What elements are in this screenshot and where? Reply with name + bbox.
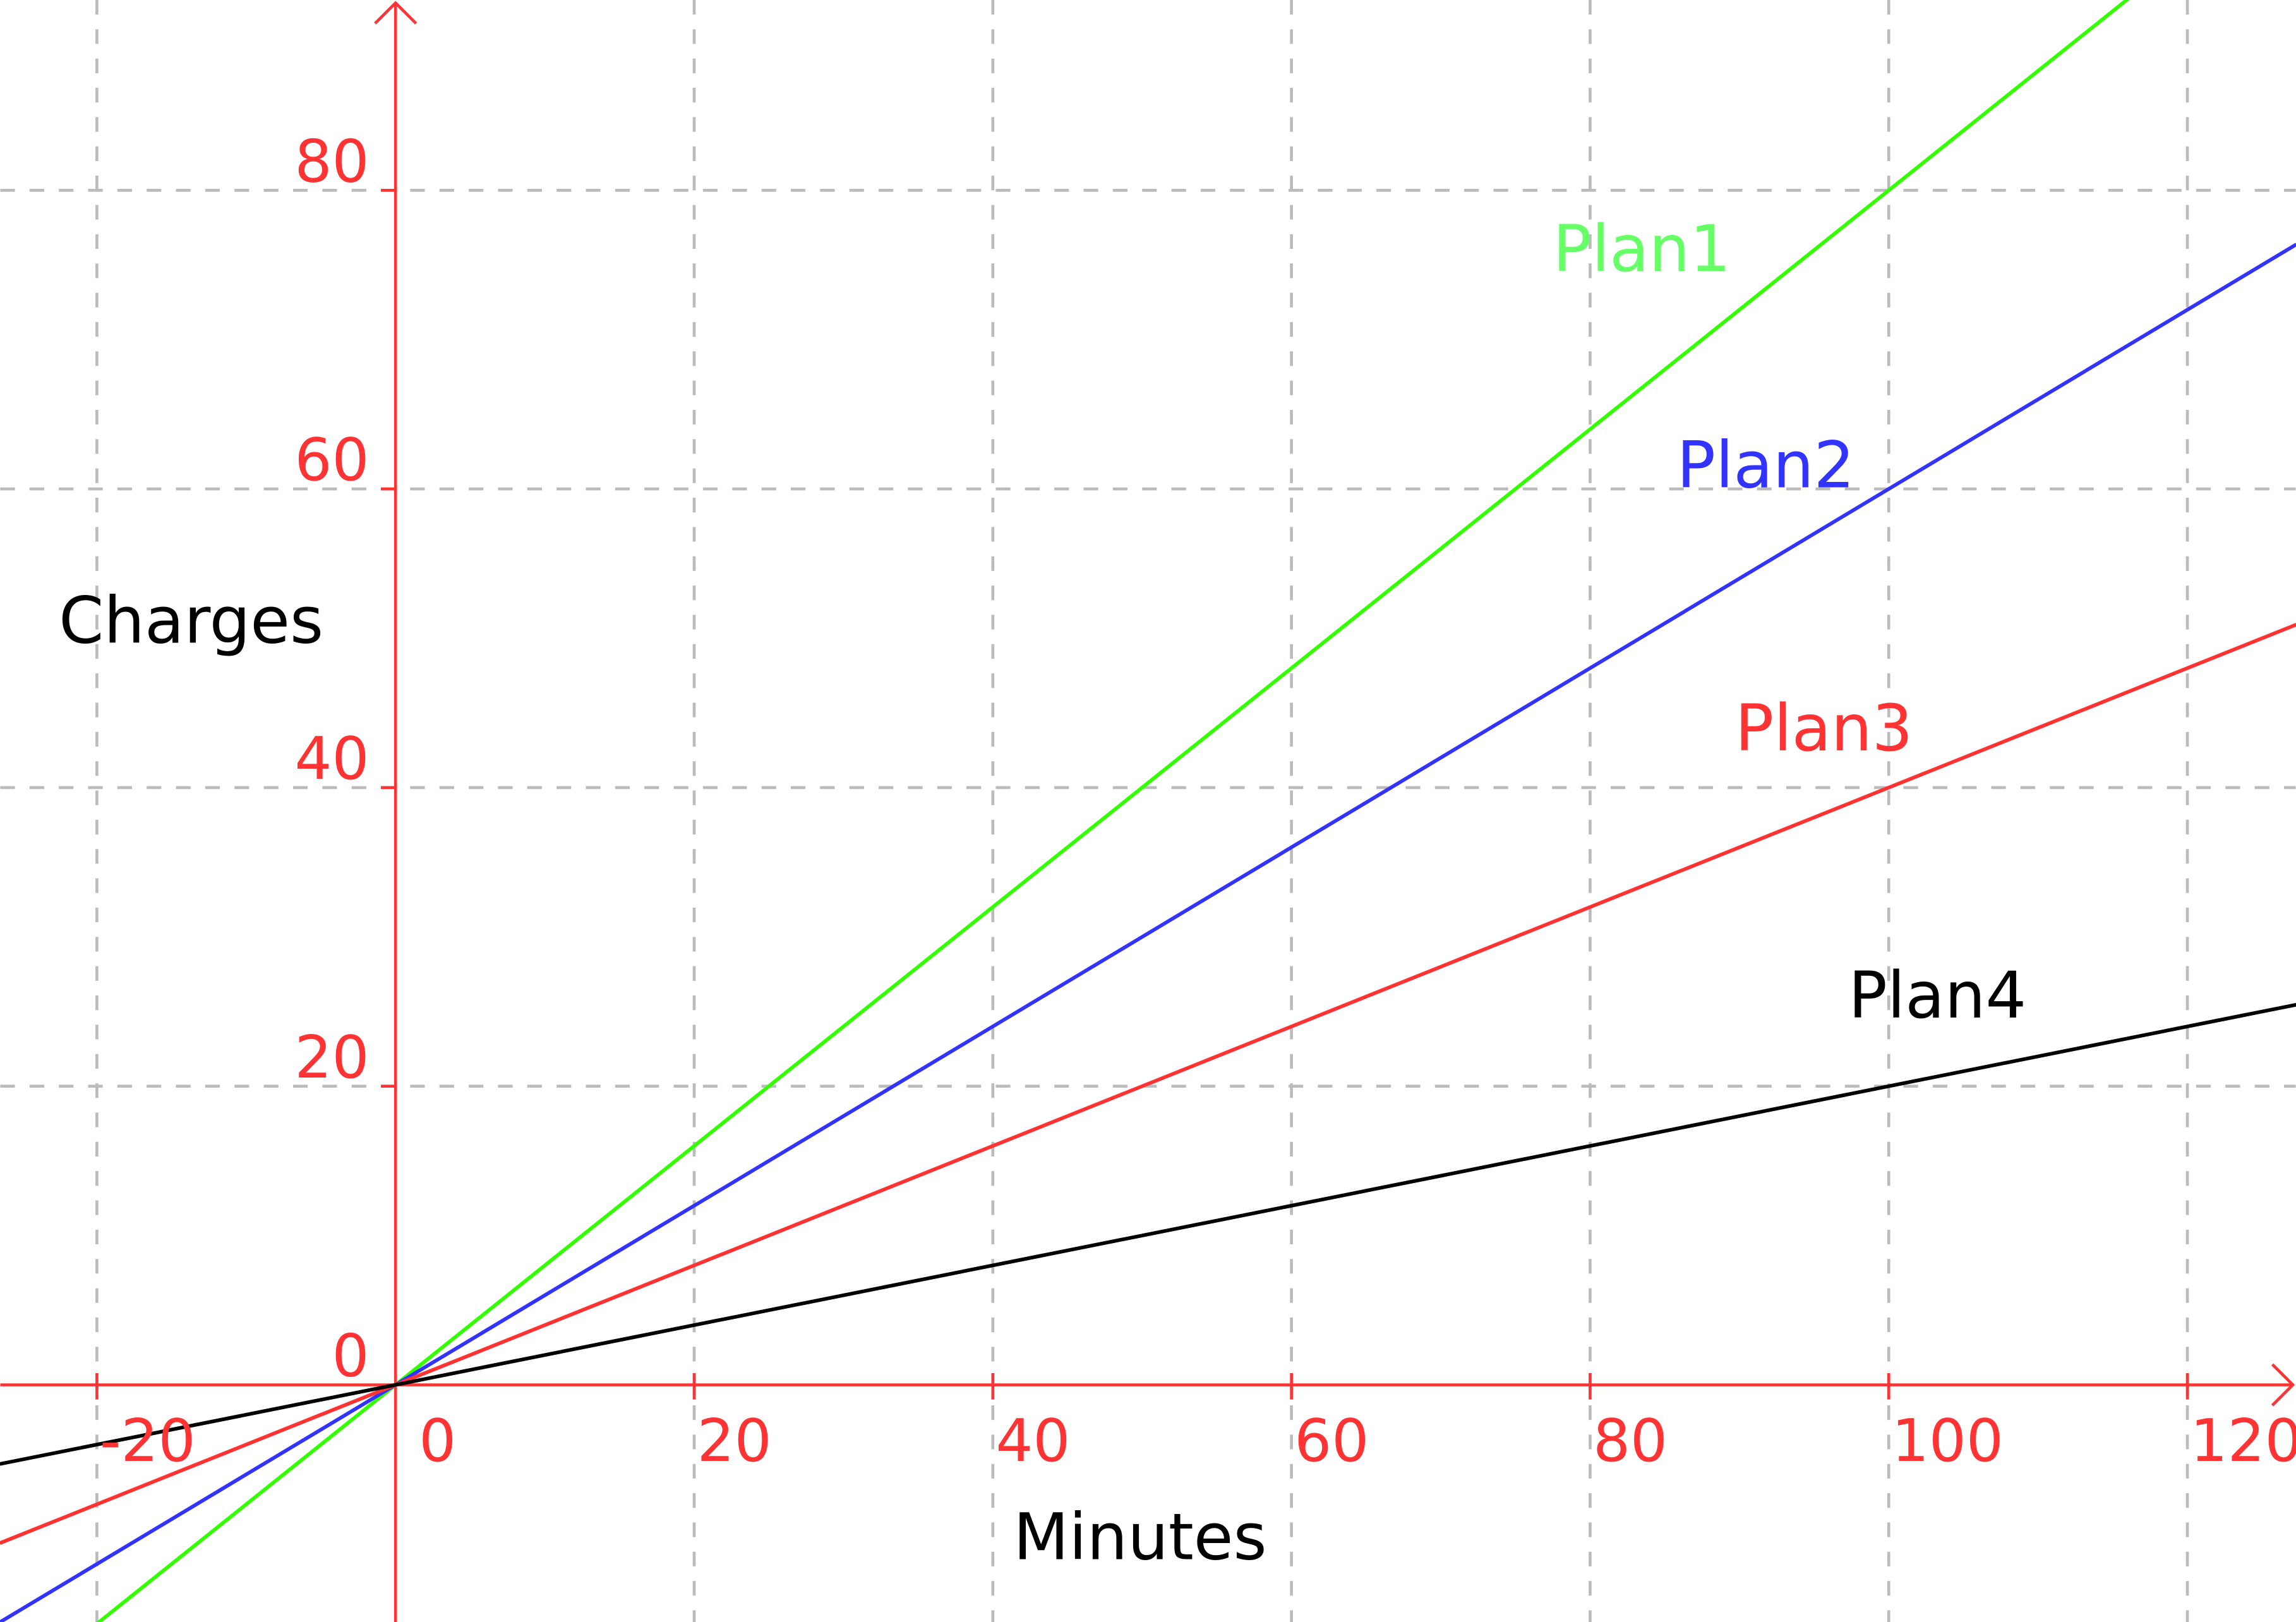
x-tick-label: 20 — [697, 1407, 772, 1475]
y-axis-label: Charges — [59, 583, 323, 658]
x-tick-label: 100 — [1892, 1407, 2004, 1475]
series-line-plan2 — [0, 243, 2296, 1622]
x-axis-label: Minutes — [1013, 1499, 1266, 1575]
series-label-plan3: Plan3 — [1735, 691, 1913, 766]
series-labels: Plan1 Plan2 Plan3 Plan4 — [1553, 212, 2026, 1033]
y-tick-label: 80 — [295, 127, 370, 195]
x-tick-label: 40 — [995, 1407, 1070, 1475]
x-tick-label: -20 — [100, 1407, 195, 1475]
series-label-plan2: Plan2 — [1677, 428, 1855, 503]
y-tick-label: 60 — [295, 426, 370, 494]
series-line-plan4 — [0, 1002, 2296, 1466]
series-line-plan3 — [0, 623, 2296, 1545]
y-tick-label: 40 — [295, 724, 370, 793]
x-tick-label: 80 — [1593, 1407, 1668, 1475]
series-label-plan1: Plan1 — [1553, 212, 1731, 287]
x-axis-arrow-icon — [2271, 1363, 2295, 1407]
y-tick-label: 20 — [295, 1023, 370, 1091]
x-tick-label: 0 — [419, 1407, 456, 1475]
x-tick-label: 120 — [2191, 1407, 2296, 1475]
tick-labels: -20 0 20 40 60 80 100 120 0 20 40 60 80 — [100, 127, 2296, 1475]
y-tick-label: 0 — [332, 1322, 370, 1390]
y-axis-arrow-icon — [374, 1, 418, 25]
x-tick-label: 60 — [1294, 1407, 1369, 1475]
series-label-plan4: Plan4 — [1848, 958, 2026, 1033]
